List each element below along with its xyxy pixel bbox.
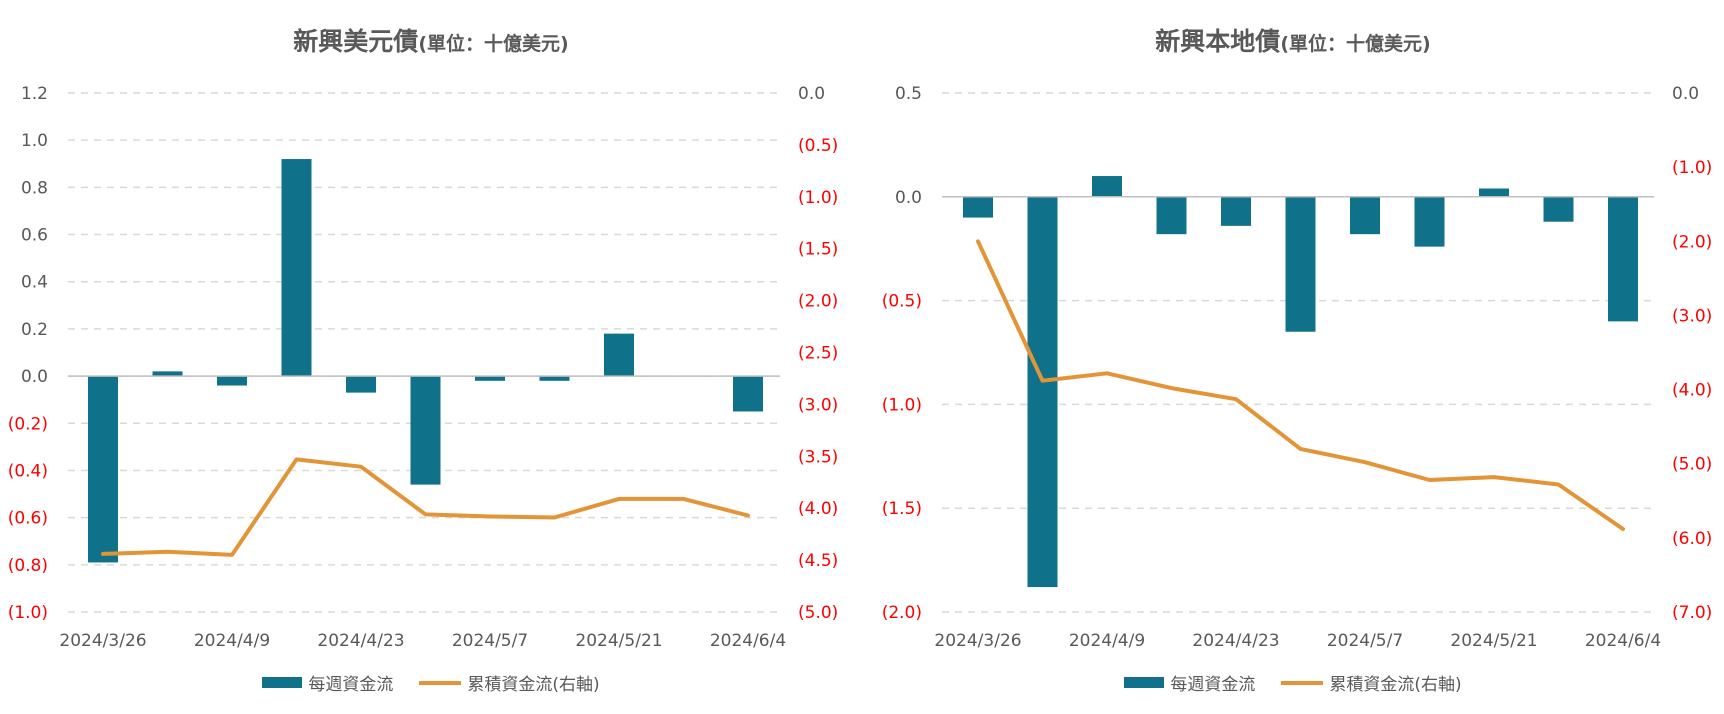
bar [1221,196,1251,226]
y-left-tick-label: (1.0) [8,603,48,623]
y-right-tick-label: (1.0) [798,188,838,208]
chart-title: 新興美元債(單位：十億美元) [0,22,862,58]
y-right-tick-label: (1.5) [798,240,838,260]
bar [604,333,634,377]
legend-label-weekly-flow: 每週資金流 [1170,675,1256,695]
legend-item-cumulative-flow: 累積資金流(右軸) [419,670,600,695]
chart-title-main: 新興本地債 [1155,27,1281,56]
legend-line-swatch [419,680,462,685]
y-right-tick-label: 0.0 [1672,84,1699,104]
bar [963,196,993,218]
y-left-tick-label: 1.2 [21,84,48,104]
x-tick-label: 2024/5/21 [1450,631,1537,651]
legend-bar-swatch [262,677,303,688]
series-line-cumulative [101,457,750,557]
y-left-tick-label: 0.8 [21,178,48,198]
chart-svg-local-bonds: (2.0) (1.5) (1.0) (0.5) 0.0 0.5 (7.0) (6.0) (5.0… [882,84,1713,651]
chart-title-unit: (單位：十億美元) [418,33,569,55]
y-right-tick-label: (4.0) [798,499,838,519]
x-tick-label: 2024/4/9 [194,631,270,651]
legend-label-cumulative-flow: 累積資金流(右軸) [1329,675,1462,695]
y-left-tick-label: (0.6) [8,509,48,529]
x-tick-label: 2024/5/7 [452,631,528,651]
y-left-tick-label: (2.0) [882,603,922,623]
chart-legend: 每週資金流 累積資金流(右軸) [0,670,862,695]
bar [1608,196,1638,322]
chart-title-unit: (單位：十億美元) [1280,33,1431,55]
bar [410,376,441,485]
bar [475,376,505,381]
legend-item-weekly-flow: 每週資金流 [262,670,393,695]
chart-title: 新興本地債(單位：十億美元) [862,22,1724,58]
y-left-tick-label: 0.2 [21,320,48,340]
legend-line-swatch [1281,680,1324,685]
y-left-tick-label: (0.5) [882,292,922,312]
bar [1414,196,1445,247]
legend-label-weekly-flow: 每週資金流 [308,675,394,695]
chart-legend: 每週資金流 累積資金流(右軸) [862,670,1724,695]
chart-svg-usd-bonds: (1.0) (0.8) (0.6) (0.4) (0.2) 0.0 0.2 0.4 0.6 0.8… [8,84,839,651]
bar [281,159,312,377]
y-right-tick-label: (0.5) [798,136,838,156]
x-tick-label: 2024/4/23 [317,631,404,651]
series-line-cumulative [976,239,1625,531]
y-right-tick-label: (3.0) [798,395,838,415]
y-left-tick-label: (1.5) [882,499,922,519]
legend-item-weekly-flow: 每週資金流 [1124,670,1255,695]
y-left-tick-label: 0.6 [21,226,48,246]
bar [1479,188,1509,197]
chart-panel-local-bonds: 新興本地債(單位：十億美元) (2.0) (1.5) (1.0) (0.5) 0.0 0.… [862,0,1724,714]
y-right-tick-label: (4.0) [1672,381,1712,401]
y-right-tick-label: (3.5) [798,447,838,467]
bar [1543,196,1574,222]
y-right-tick-label: (2.5) [798,344,838,364]
bar [733,376,763,412]
y-left-tick-label: 0.4 [21,273,48,293]
bar [346,376,376,393]
bar [88,376,118,563]
x-tick-label: 2024/6/4 [1585,631,1661,651]
y-right-tick-label: (5.0) [1672,455,1712,475]
x-tick-label: 2024/6/4 [710,631,786,651]
bar [1156,196,1187,235]
y-right-tick-label: 0.0 [798,84,825,104]
y-left-tick-label: (0.4) [8,461,48,481]
legend-label-cumulative-flow: 累積資金流(右軸) [467,675,600,695]
y-right-tick-label: (4.5) [798,551,838,571]
legend-item-cumulative-flow: 累積資金流(右軸) [1281,670,1462,695]
x-tick-label: 2024/3/26 [59,631,146,651]
y-left-tick-label: (1.0) [882,395,922,415]
x-tick-label: 2024/3/26 [934,631,1021,651]
chart-panel-usd-bonds: 新興美元債(單位：十億美元) (1.0) (0.8) (0.6) (0.4) (0.2)… [0,22,862,695]
x-tick-label: 2024/4/23 [1192,631,1279,651]
y-right-tick-label: (3.0) [1672,306,1712,326]
y-left-tick-label: 0.0 [895,188,922,208]
bar [1092,176,1122,197]
bar [152,371,183,377]
bar [217,376,247,386]
bar [539,376,570,381]
legend-bar-swatch [1124,677,1165,688]
bar [1285,196,1316,332]
y-left-tick-label: (0.2) [8,414,48,434]
y-right-tick-label: (1.0) [1672,158,1712,178]
x-tick-label: 2024/4/9 [1069,631,1145,651]
bar [1350,196,1380,235]
bar [1027,196,1058,588]
y-left-tick-label: (0.8) [8,556,48,576]
y-left-tick-label: 1.0 [21,131,48,151]
y-left-tick-label: 0.0 [21,367,48,387]
y-right-tick-label: (5.0) [798,603,838,623]
x-tick-label: 2024/5/7 [1327,631,1403,651]
y-right-tick-label: (6.0) [1672,529,1712,549]
y-right-tick-label: (2.0) [798,292,838,312]
x-tick-label: 2024/5/21 [575,631,662,651]
chart-title-main: 新興美元債 [293,27,419,56]
y-left-tick-label: 0.5 [895,84,922,104]
y-right-tick-label: (2.0) [1672,232,1712,252]
y-right-tick-label: (7.0) [1672,603,1712,623]
